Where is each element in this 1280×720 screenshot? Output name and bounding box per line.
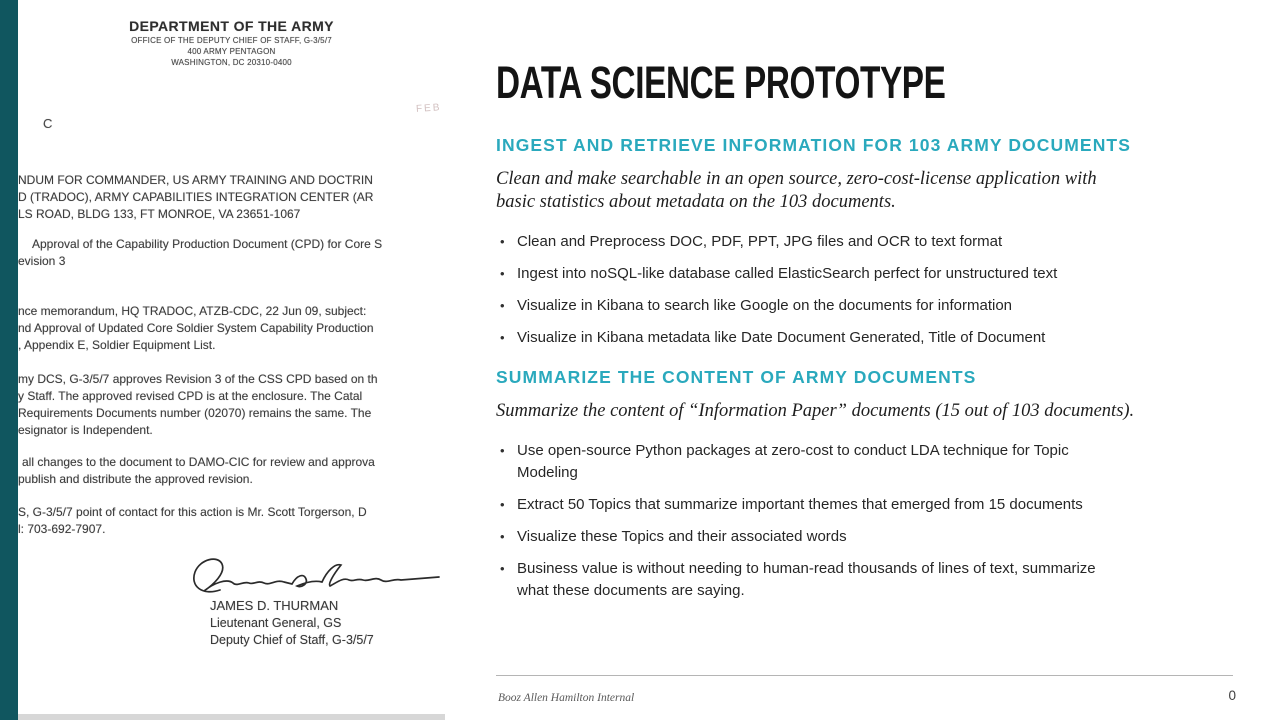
memo-date-stamp: FEB (415, 102, 442, 115)
left-accent-bar (0, 0, 18, 720)
section-intro-ingest: Clean and make searchable in an open sou… (496, 169, 1097, 212)
memo-paragraph: nce memorandum, HQ TRADOC, ATZB-CDC, 22 … (18, 303, 445, 354)
memo-paragraph: S, G-3/5/7 point of contact for this act… (18, 504, 445, 538)
memo-paragraph: my DCS, G-3/5/7 approves Revision 3 of t… (18, 371, 445, 439)
scan-bottom-edge (18, 714, 445, 720)
memo-paragraph: all changes to the document to DAMO-CIC … (18, 454, 445, 488)
memo-line: LS ROAD, BLDG 133, FT MONROE, VA 23651-1… (18, 207, 301, 221)
memo-line: all changes to the document to DAMO-CIC … (22, 455, 375, 469)
memo-letterhead: DEPARTMENT OF THE ARMY OFFICE OF THE DEP… (18, 18, 445, 67)
footer-classification-label: Booz Allen Hamilton Internal (498, 692, 635, 704)
memo-line: nce memorandum, HQ TRADOC, ATZB-CDC, 22 … (18, 304, 367, 318)
bullet-item: Ingest into noSQL-like database called E… (496, 263, 1236, 285)
scanned-memo-image: DEPARTMENT OF THE ARMY OFFICE OF THE DEP… (18, 0, 445, 716)
memo-line: y Staff. The approved revised CPD is at … (18, 389, 363, 403)
memo-line: D (TRADOC), ARMY CAPABILITIES INTEGRATIO… (18, 190, 374, 204)
memo-line: , Appendix E, Soldier Equipment List. (18, 338, 216, 352)
bullet-item: Visualize in Kibana metadata like Date D… (496, 327, 1236, 349)
handwritten-signature (186, 554, 444, 605)
signer-rank: Lieutenant General, GS (210, 615, 342, 630)
memo-line: my DCS, G-3/5/7 approves Revision 3 of t… (18, 372, 378, 386)
slide-title-text: DATA SCIENCE PROTOTYPE (496, 57, 946, 108)
memo-paragraph: NDUM FOR COMMANDER, US ARMY TRAINING AND… (18, 172, 445, 223)
bullet-item: Use open-source Python packages at zero-… (496, 440, 1236, 484)
memo-line: evision 3 (18, 254, 66, 268)
section-heading-summarize: SUMMARIZE THE CONTENT OF ARMY DOCUMENTS (496, 367, 977, 387)
memo-line: esignator is Independent. (18, 423, 153, 437)
signer-name: JAMES D. THURMAN (210, 598, 339, 613)
bullet-item: Business value is without needing to hum… (496, 558, 1236, 602)
memo-letterhead-office: OFFICE OF THE DEPUTY CHIEF OF STAFF, G-3… (131, 36, 332, 45)
memo-line: S, G-3/5/7 point of contact for this act… (18, 505, 367, 519)
bullet-list-ingest: Clean and Preprocess DOC, PDF, PPT, JPG … (496, 231, 1236, 349)
slide-page-number: 0 (1228, 688, 1236, 703)
bullet-item: Clean and Preprocess DOC, PDF, PPT, JPG … (496, 231, 1236, 253)
memo-line: l: 703-692-7907. (18, 522, 106, 536)
memo-line: Requirements Documents number (02070) re… (18, 406, 372, 420)
bullet-item: Extract 50 Topics that summarize importa… (496, 494, 1236, 516)
memo-letterhead-org: DEPARTMENT OF THE ARMY (129, 18, 334, 34)
memo-stray-character: C (43, 116, 53, 131)
memo-line: NDUM FOR COMMANDER, US ARMY TRAINING AND… (18, 173, 373, 187)
signer-title: Deputy Chief of Staff, G-3/5/7 (210, 633, 374, 647)
memo-paragraph: Approval of the Capability Production Do… (18, 236, 445, 270)
memo-line: Approval of the Capability Production Do… (32, 237, 383, 251)
memo-letterhead-city: WASHINGTON, DC 20310-0400 (171, 58, 292, 67)
bullet-list-summarize: Use open-source Python packages at zero-… (496, 440, 1236, 602)
footer-divider (496, 675, 1233, 676)
section-intro-summarize: Summarize the content of “Information Pa… (496, 401, 1135, 421)
section-heading-ingest: INGEST AND RETRIEVE INFORMATION FOR 103 … (496, 135, 1131, 155)
memo-line: publish and distribute the approved revi… (18, 472, 253, 486)
signature-block: JAMES D. THURMAN Lieutenant General, GS … (210, 597, 374, 650)
bullet-item: Visualize in Kibana to search like Googl… (496, 295, 1236, 317)
bullet-item: Visualize these Topics and their associa… (496, 526, 1236, 548)
slide-content: DATA SCIENCE PROTOTYPE INGEST AND RETRIE… (496, 60, 1236, 612)
memo-letterhead-address: 400 ARMY PENTAGON (187, 47, 276, 56)
memo-line: nd Approval of Updated Core Soldier Syst… (18, 321, 374, 335)
slide-title: DATA SCIENCE PROTOTYPE (496, 60, 1236, 108)
